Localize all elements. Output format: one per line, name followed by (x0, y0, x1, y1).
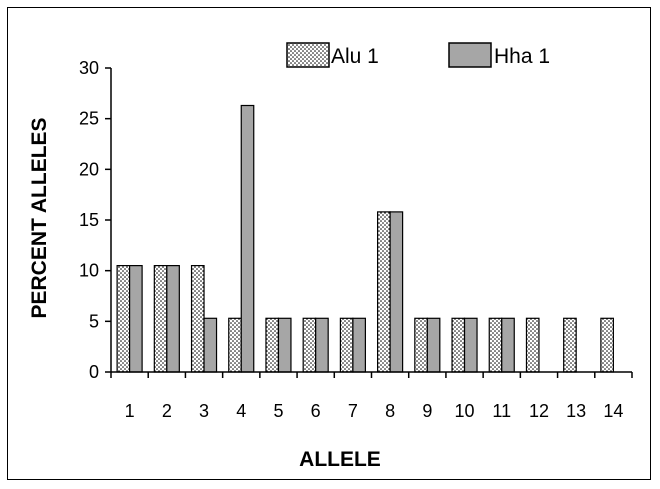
bar-hha1-allele-5 (277, 317, 292, 373)
x-tick-label: 5 (273, 401, 283, 421)
bar-hha1-allele-4 (240, 104, 255, 373)
x-tick-label: 1 (125, 401, 135, 421)
x-tick-label: 6 (311, 401, 321, 421)
x-axis-title: ALLELE (299, 448, 381, 471)
bar-hha1-allele-6 (315, 317, 329, 373)
bar-alu1-allele-12 (525, 317, 540, 373)
bar-alu1-allele-3 (190, 265, 205, 373)
bar-alu1-allele-10 (451, 317, 466, 373)
x-tick-label: 11 (492, 401, 511, 421)
y-tick-label: 20 (79, 159, 99, 179)
bars-group (116, 104, 614, 373)
bar-alu1-allele-5 (265, 317, 280, 373)
bar-hha1-allele-2 (166, 265, 180, 373)
y-tick-label: 25 (79, 109, 99, 129)
bar-hha1-allele-7 (352, 317, 366, 373)
x-ticks-group: 1 2 3 4 5 6 7 8 9 10 11 12 13 14 (110, 372, 633, 421)
bar-alu1-allele-4 (228, 317, 242, 373)
y-tick-label: 5 (89, 311, 99, 331)
x-tick-label: 2 (162, 401, 172, 421)
legend-label-hha1: Hha 1 (494, 45, 550, 68)
y-axis-title: PERCENT ALLELES (28, 117, 51, 318)
legend: Alu 1 Hha 1 (286, 42, 550, 68)
x-tick-label: 14 (603, 401, 623, 421)
x-tick-label: 4 (236, 401, 246, 421)
x-tick-label: 8 (385, 401, 395, 421)
y-tick-label: 10 (79, 261, 99, 281)
bar-alu1-allele-11 (488, 317, 503, 373)
bar-alu1-allele-9 (414, 317, 428, 373)
bar-alu1-allele-2 (153, 265, 168, 373)
bar-alu1-allele-8 (377, 211, 391, 373)
x-tick-label: 7 (348, 401, 358, 421)
bar-hha1-allele-1 (129, 265, 143, 373)
x-tick-label: 12 (529, 401, 549, 421)
bar-alu1-allele-7 (339, 317, 354, 373)
bar-hha1-allele-9 (426, 317, 441, 373)
bar-hha1-allele-11 (501, 317, 515, 373)
y-tick-label: 0 (89, 362, 99, 382)
bar-hha1-allele-8 (389, 211, 404, 373)
y-tick-label: 30 (79, 58, 99, 78)
chart-frame (7, 7, 651, 480)
y-ticks-group: 0 5 10 15 20 25 30 (79, 58, 111, 382)
bar-alu1-allele-14 (600, 317, 614, 373)
x-tick-label: 10 (455, 401, 475, 421)
y-tick-label: 15 (79, 210, 99, 230)
bar-hha1-allele-10 (463, 317, 478, 373)
x-tick-label: 9 (422, 401, 432, 421)
x-tick-label: 13 (566, 401, 586, 421)
bar-alu1-allele-6 (302, 317, 317, 373)
bar-alu1-allele-13 (563, 317, 577, 373)
legend-swatch-hha1 (448, 42, 492, 68)
legend-swatch-alu1 (286, 42, 330, 68)
x-tick-label: 3 (199, 401, 209, 421)
legend-label-alu1: Alu 1 (331, 45, 379, 68)
bar-hha1-allele-3 (203, 317, 218, 373)
bar-alu1-allele-1 (116, 265, 131, 373)
